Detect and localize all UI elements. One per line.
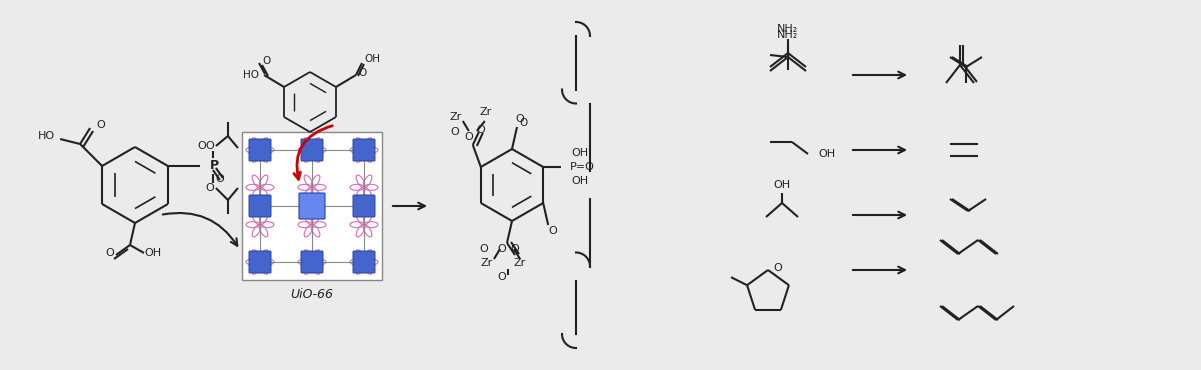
Text: O: O (497, 244, 507, 254)
Text: O: O (205, 183, 214, 193)
Text: OH: OH (144, 248, 161, 258)
Text: O: O (465, 132, 473, 142)
Text: O: O (197, 141, 205, 151)
Text: Zr: Zr (449, 112, 462, 122)
FancyBboxPatch shape (301, 139, 323, 161)
FancyArrowPatch shape (294, 126, 333, 179)
Text: OH: OH (773, 180, 790, 190)
Text: Zr: Zr (480, 258, 494, 268)
Text: P: P (210, 158, 219, 172)
FancyArrowPatch shape (162, 213, 238, 246)
Text: O: O (773, 263, 782, 273)
Text: NH₂: NH₂ (777, 24, 799, 34)
Text: O: O (262, 56, 270, 66)
FancyBboxPatch shape (249, 251, 271, 273)
Text: O: O (515, 114, 525, 124)
FancyBboxPatch shape (353, 251, 375, 273)
FancyBboxPatch shape (353, 139, 375, 161)
Bar (241, 132, 382, 280)
Text: O: O (520, 118, 528, 128)
Text: OH: OH (364, 54, 380, 64)
Text: OH: OH (572, 148, 588, 158)
Text: Zr: Zr (479, 107, 492, 117)
Text: HO: HO (37, 131, 55, 141)
Text: O: O (479, 244, 489, 254)
Text: NH₂: NH₂ (777, 30, 799, 40)
Text: O: O (477, 125, 485, 135)
Text: O: O (106, 248, 114, 258)
Text: Zr: Zr (514, 258, 526, 268)
Text: O: O (358, 68, 366, 78)
Text: O: O (450, 127, 459, 137)
FancyBboxPatch shape (353, 195, 375, 217)
FancyBboxPatch shape (301, 195, 323, 217)
Text: O: O (549, 226, 557, 236)
Text: UiO-66: UiO-66 (291, 287, 334, 300)
Text: P=O: P=O (570, 162, 594, 172)
FancyBboxPatch shape (249, 195, 271, 217)
Text: O: O (205, 141, 214, 151)
Text: O: O (510, 244, 519, 254)
Text: O: O (215, 174, 225, 184)
Text: OH: OH (572, 176, 588, 186)
FancyBboxPatch shape (301, 251, 323, 273)
Text: O: O (96, 120, 104, 130)
Text: O: O (497, 272, 507, 282)
FancyBboxPatch shape (249, 139, 271, 161)
Text: OH: OH (818, 149, 835, 159)
Text: HO: HO (243, 70, 259, 80)
FancyBboxPatch shape (299, 193, 325, 219)
